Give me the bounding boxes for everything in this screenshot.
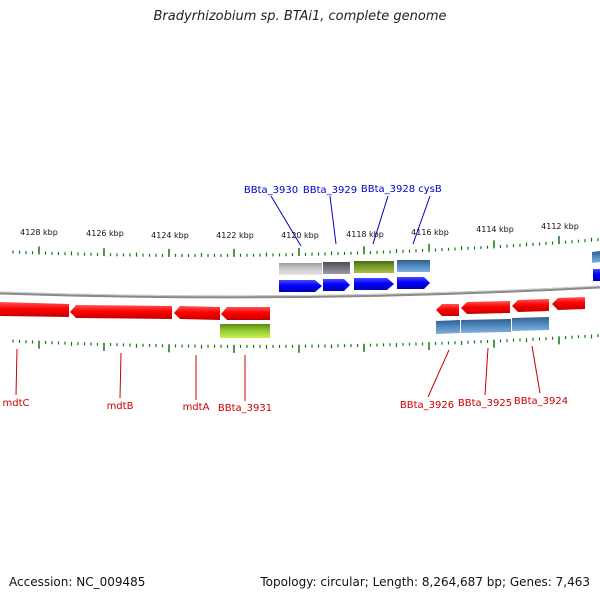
leader-line-bbta-3928 [372, 195, 389, 245]
gene-label-mdtc[interactable]: mdtC [3, 398, 30, 409]
gene-label-mdtb[interactable]: mdtB [107, 401, 134, 412]
kbp-label: 4118 kbp [346, 230, 384, 239]
gene-feature-edge-steel[interactable] [592, 251, 600, 263]
gene-arrow-bbta-3925[interactable] [461, 301, 510, 314]
leader-line-bbta-3925 [484, 347, 489, 396]
gene-arrow-mdtb[interactable] [70, 305, 172, 319]
gene-feature-bbta-3928-olive[interactable] [354, 261, 394, 273]
upper-tick-track [12, 236, 599, 257]
gene-label-bbta-3926[interactable]: BBta_3926 [400, 400, 454, 411]
genome-backbone-highlight [0, 285, 600, 297]
gene-arrow-bbta-3926[interactable] [436, 304, 459, 316]
gene-arrow-edge-reverse[interactable] [552, 297, 585, 310]
kbp-label: 4114 kbp [476, 225, 514, 234]
kbp-label: 4120 kbp [281, 231, 319, 240]
lower-tick-track [12, 334, 599, 353]
kbp-label: 4128 kbp [20, 228, 58, 237]
leader-line-bbta-3930 [270, 195, 302, 247]
genome-backbone [0, 285, 600, 299]
gene-arrow-edge-forward[interactable] [593, 269, 600, 281]
gene-label-mdta[interactable]: mdtA [183, 402, 210, 413]
gene-feature-bbta-3930-gray[interactable] [279, 263, 322, 275]
leader-line-cysb [412, 195, 431, 245]
gene-feature-cysb-steel[interactable] [397, 260, 430, 272]
genome-title: Bradyrhizobium sp. BTAi1, complete genom… [153, 9, 447, 24]
gene-feature-bbta-3931-lime[interactable] [220, 324, 270, 338]
kbp-label: 4126 kbp [86, 229, 124, 238]
gene-arrow-bbta-3930[interactable] [279, 280, 322, 292]
gene-feature-bbta-3926-steel[interactable] [436, 320, 460, 334]
leader-line-mdtc [15, 348, 18, 396]
kbp-label: 4122 kbp [216, 231, 254, 240]
gene-feature-bbta-3925-steel[interactable] [461, 319, 511, 333]
gene-arrow-bbta-3924[interactable] [512, 299, 549, 312]
gene-arrow-mdtc[interactable] [0, 302, 69, 317]
kbp-label: 4112 kbp [541, 222, 579, 231]
leader-line-bbta-3926 [427, 349, 450, 398]
accession-text: Accession: NC_009485 [9, 575, 146, 589]
kbp-label: 4124 kbp [151, 231, 189, 240]
leader-line-bbta-3929 [329, 195, 337, 245]
kbp-label: 4116 kbp [411, 228, 449, 237]
gene-feature-bbta-3924-steel[interactable] [512, 317, 549, 331]
gene-label-bbta-3930[interactable]: BBta_3930 [244, 185, 298, 196]
gene-label-bbta-3931[interactable]: BBta_3931 [218, 403, 272, 414]
gene-arrow-bbta-3931[interactable] [221, 307, 270, 320]
genome-summary-text: Topology: circular; Length: 8,264,687 bp… [260, 575, 590, 589]
gene-label-bbta-3928[interactable]: BBta_3928 [361, 184, 415, 195]
gene-arrow-bbta-3928[interactable] [354, 278, 394, 290]
gene-label-bbta-3924[interactable]: BBta_3924 [514, 396, 568, 407]
gene-label-cysb[interactable]: cysB [418, 184, 442, 195]
gene-arrow-bbta-3929[interactable] [323, 279, 350, 291]
leader-line-mdtb [119, 352, 122, 399]
gene-feature-bbta-3929-gray[interactable] [323, 262, 350, 274]
leader-line-bbta-3924 [531, 345, 541, 394]
gene-label-bbta-3929[interactable]: BBta_3929 [303, 185, 357, 196]
gene-arrow-cysb[interactable] [397, 277, 430, 289]
gene-arrow-mdta[interactable] [174, 306, 220, 320]
gene-label-bbta-3925[interactable]: BBta_3925 [458, 398, 512, 409]
